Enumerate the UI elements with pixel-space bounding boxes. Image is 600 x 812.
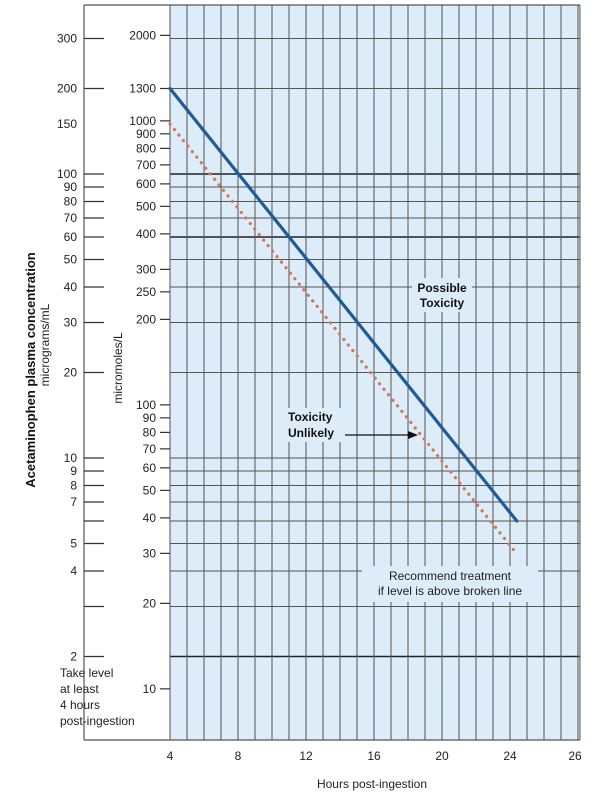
y-tick-label-umol: 500 [136, 199, 156, 213]
y-tick-label-mcg: 2 [70, 650, 77, 664]
svg-text:if level is above broken line: if level is above broken line [378, 584, 522, 598]
y-axis-title: Acetaminophen plasma concentration [23, 252, 38, 488]
x-tick-label: 8 [235, 749, 242, 763]
y-tick-label-umol: 40 [143, 511, 157, 525]
svg-text:at least: at least [60, 682, 99, 696]
y-tick-label-mcg: 8 [70, 479, 77, 493]
y-tick-label-umol: 300 [136, 262, 156, 276]
y-tick-label-umol: 10 [143, 682, 157, 696]
svg-text:Recommend treatment: Recommend treatment [389, 569, 512, 583]
x-tick-label: 4 [167, 749, 174, 763]
arrow-icon [345, 431, 418, 439]
svg-text:post-ingestion: post-ingestion [60, 714, 135, 728]
y-tick-label-umol: 1300 [129, 82, 156, 96]
x-tick-label: 24 [503, 749, 517, 763]
x-tick-label: 12 [299, 749, 313, 763]
svg-text:4 hours: 4 hours [60, 698, 100, 712]
y-tick-label-mcg: 90 [64, 180, 78, 194]
y-tick-label-mcg: 30 [64, 315, 78, 329]
series [168, 86, 519, 556]
y-tick-label-mcg: 150 [57, 117, 77, 131]
y-tick-label-umol: 30 [143, 546, 157, 560]
y-tick-label-umol: 700 [136, 158, 156, 172]
y-tick-label-umol: 20 [143, 596, 157, 610]
possible-toxicity-label: Possible Toxicity [412, 278, 472, 312]
y-tick-label-umol: 800 [136, 141, 156, 155]
y-tick-label-umol: 90 [143, 411, 157, 425]
y-tick-label-umol: 250 [136, 285, 156, 299]
y-tick-label-mcg: 60 [64, 230, 78, 244]
y-tick-label-mcg: 100 [57, 167, 77, 181]
y-tick-label-umol: 600 [136, 177, 156, 191]
y-axis-units-right: micromoles/L [111, 332, 125, 404]
y-tick-label-umol: 200 [136, 312, 156, 326]
y-tick-label-mcg: 200 [57, 82, 77, 96]
toxicity-line-solid [168, 86, 519, 523]
treatment-line-dotted [168, 122, 519, 556]
y-tick-label-mcg: 40 [64, 280, 78, 294]
y-tick-label-umol: 60 [143, 461, 157, 475]
y-tick-label-mcg: 10 [64, 451, 78, 465]
y-tick-label-umol: 900 [136, 127, 156, 141]
y-tick-label-mcg: 20 [64, 366, 78, 380]
svg-text:Take level: Take level [60, 666, 113, 680]
y-tick-label-umol: 1000 [129, 114, 156, 128]
y-axis-units-left: micrograms/mL [38, 303, 52, 386]
y-tick-label-umol: 100 [136, 398, 156, 412]
y-tick-label-umol: 80 [143, 425, 157, 439]
x-tick-label: 16 [367, 749, 381, 763]
take-level-note: Take level at least 4 hours post-ingesti… [60, 666, 135, 728]
svg-text:Toxicity: Toxicity [420, 296, 465, 310]
svg-text:Toxicity: Toxicity [288, 410, 333, 424]
y-tick-label-umol: 400 [136, 227, 156, 241]
y-tick-label-umol: 70 [143, 442, 157, 456]
y-tick-label-mcg: 4 [70, 564, 77, 578]
x-tick-label: 20 [435, 749, 449, 763]
svg-text:Unlikely: Unlikely [288, 426, 334, 440]
grid [169, 5, 580, 740]
svg-text:Possible: Possible [417, 281, 467, 295]
y-tick-label-mcg: 50 [64, 252, 78, 266]
y-tick-label-mcg: 7 [70, 495, 77, 509]
y-tick-label-mcg: 9 [70, 464, 77, 478]
y-tick-label-umol: 2000 [129, 28, 156, 42]
y-tick-label-mcg: 5 [70, 536, 77, 550]
y-tick-label-mcg: 300 [57, 31, 77, 45]
x-tick-label: 26 [568, 749, 582, 763]
y-tick-label-mcg: 70 [64, 211, 78, 225]
x-axis-title: Hours post-ingestion [317, 777, 427, 791]
recommend-treatment-note: Recommend treatment if level is above br… [362, 566, 538, 602]
toxicity-unlikely-label: Toxicity Unlikely [286, 408, 344, 442]
y-tick-label-umol: 50 [143, 483, 157, 497]
axes: 3002001501009080706050403020109875422000… [57, 4, 582, 763]
y-tick-label-mcg: 80 [64, 195, 78, 209]
